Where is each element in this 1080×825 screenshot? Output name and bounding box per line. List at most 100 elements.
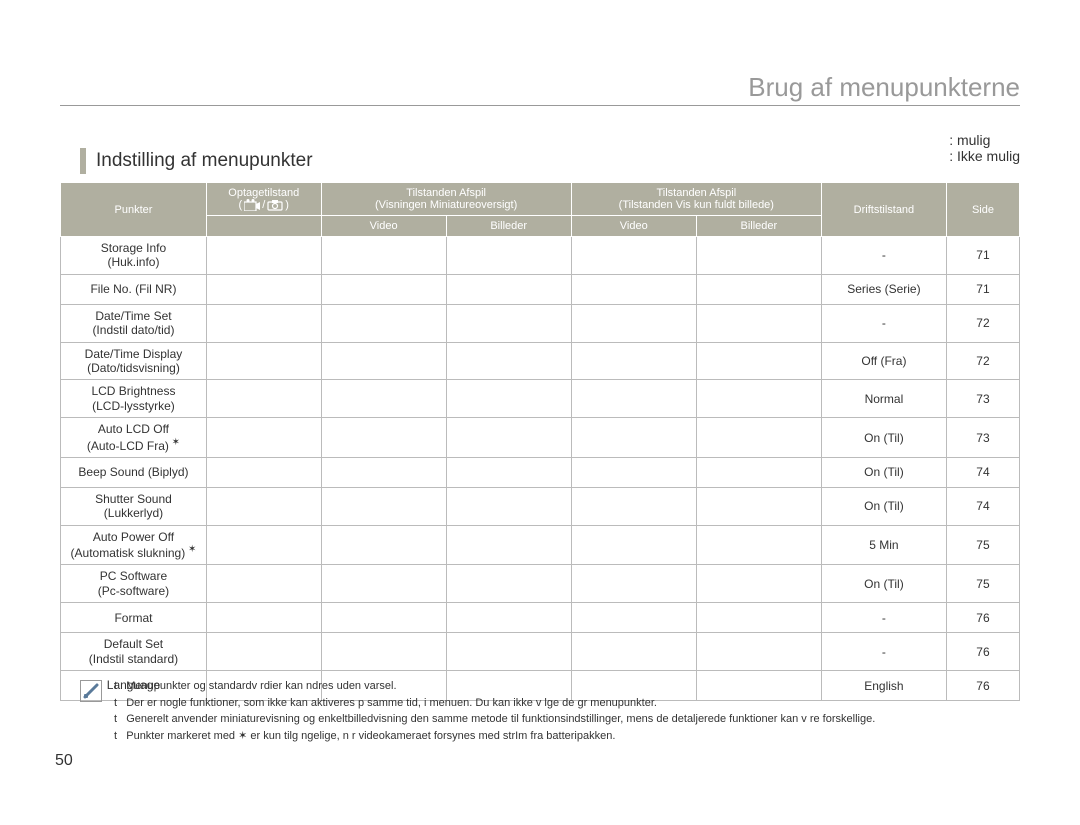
th-play1-top: Tilstanden Afspil [406, 187, 486, 199]
notes-block: Menupunkter og standardv rdier kan ndres… [80, 678, 1020, 744]
row-cell [696, 342, 821, 380]
row-cell [206, 380, 321, 418]
th-play1-images: Billeder [446, 216, 571, 237]
th-default: Driftstilstand [821, 183, 946, 237]
note-item: Punkter markeret med ✶ er kun tilg ngeli… [114, 728, 875, 745]
row-name: Format [61, 603, 207, 633]
legend-possible: : mulig [949, 132, 1020, 148]
row-default: - [821, 603, 946, 633]
th-page: Side [946, 183, 1019, 237]
row-cell [321, 274, 446, 304]
section-bar [80, 148, 86, 174]
row-cell [446, 457, 571, 487]
row-cell [696, 418, 821, 458]
row-cell [696, 487, 821, 525]
row-cell [321, 380, 446, 418]
row-default: - [821, 304, 946, 342]
row-name: Auto LCD Off(Auto-LCD Fra) ✶ [61, 418, 207, 458]
row-cell [571, 457, 696, 487]
row-default: Off (Fra) [821, 342, 946, 380]
row-cell [696, 380, 821, 418]
page-number: 50 [55, 752, 73, 770]
row-cell [696, 304, 821, 342]
note-item: Generelt anvender miniaturevisning og en… [114, 711, 875, 728]
row-page: 72 [946, 342, 1019, 380]
row-page: 75 [946, 525, 1019, 565]
row-cell [696, 457, 821, 487]
row-default: Series (Serie) [821, 274, 946, 304]
th-play2-video: Video [571, 216, 696, 237]
table-row: Auto Power Off(Automatisk slukning) ✶5 M… [61, 525, 1020, 565]
table-body: Storage Info(Huk.info)-71File No. (Fil N… [61, 237, 1020, 701]
row-cell [571, 603, 696, 633]
table-row: LCD Brightness(LCD-lysstyrke)Normal73 [61, 380, 1020, 418]
table-row: PC Software(Pc-software)On (Til)75 [61, 565, 1020, 603]
row-cell [206, 603, 321, 633]
row-default: 5 Min [821, 525, 946, 565]
row-cell [571, 237, 696, 275]
row-cell [206, 525, 321, 565]
row-cell [321, 418, 446, 458]
row-cell [321, 603, 446, 633]
row-cell [321, 342, 446, 380]
table-row: Shutter Sound(Lukkerlyd)On (Til)74 [61, 487, 1020, 525]
row-cell [446, 304, 571, 342]
camera-icon [267, 199, 283, 211]
row-name: PC Software(Pc-software) [61, 565, 207, 603]
row-cell [696, 525, 821, 565]
row-name: Date/Time Set(Indstil dato/tid) [61, 304, 207, 342]
row-page: 71 [946, 237, 1019, 275]
record-icons: ( / ) [239, 199, 289, 211]
th-play2-sub: (Tilstanden Vis kun fuldt billede) [619, 199, 774, 211]
row-cell [696, 274, 821, 304]
row-default: On (Til) [821, 487, 946, 525]
row-page: 71 [946, 274, 1019, 304]
row-cell [696, 603, 821, 633]
th-record-label: Optagetilstand [228, 187, 299, 199]
th-items: Punkter [61, 183, 207, 237]
row-name: Storage Info(Huk.info) [61, 237, 207, 275]
row-page: 72 [946, 304, 1019, 342]
row-default: On (Til) [821, 457, 946, 487]
row-cell [571, 633, 696, 671]
table-row: Date/Time Display(Dato/tidsvisning)Off (… [61, 342, 1020, 380]
row-cell [206, 633, 321, 671]
row-cell [446, 418, 571, 458]
row-cell [571, 304, 696, 342]
row-cell [446, 237, 571, 275]
table-row: File No. (Fil NR)Series (Serie)71 [61, 274, 1020, 304]
table-row: Default Set(Indstil standard)-76 [61, 633, 1020, 671]
row-page: 74 [946, 457, 1019, 487]
row-cell [696, 633, 821, 671]
row-page: 75 [946, 565, 1019, 603]
table-row: Storage Info(Huk.info)-71 [61, 237, 1020, 275]
row-cell [446, 603, 571, 633]
table-row: Auto LCD Off(Auto-LCD Fra) ✶On (Til)73 [61, 418, 1020, 458]
film-icon [244, 199, 260, 211]
row-cell [206, 237, 321, 275]
row-cell [321, 565, 446, 603]
row-cell [446, 565, 571, 603]
th-play1-sub: (Visningen Miniatureoversigt) [375, 199, 517, 211]
row-cell [446, 487, 571, 525]
row-cell [321, 633, 446, 671]
row-cell [206, 418, 321, 458]
row-cell [321, 487, 446, 525]
row-cell [571, 565, 696, 603]
section-header: Indstilling af menupunkter [80, 148, 313, 174]
row-page: 73 [946, 418, 1019, 458]
legend-block: : mulig : Ikke mulig [949, 132, 1020, 164]
row-cell [206, 304, 321, 342]
row-cell [446, 380, 571, 418]
row-cell [206, 274, 321, 304]
row-cell [321, 525, 446, 565]
title-divider [60, 105, 1020, 106]
notes-list: Menupunkter og standardv rdier kan ndres… [114, 678, 875, 744]
th-record-spacer [206, 216, 321, 237]
row-cell [446, 633, 571, 671]
row-name: Beep Sound (Biplyd) [61, 457, 207, 487]
row-cell [206, 565, 321, 603]
th-play2-images: Billeder [696, 216, 821, 237]
note-icon [80, 680, 102, 702]
page-title: Brug af menupunkterne [748, 72, 1020, 103]
